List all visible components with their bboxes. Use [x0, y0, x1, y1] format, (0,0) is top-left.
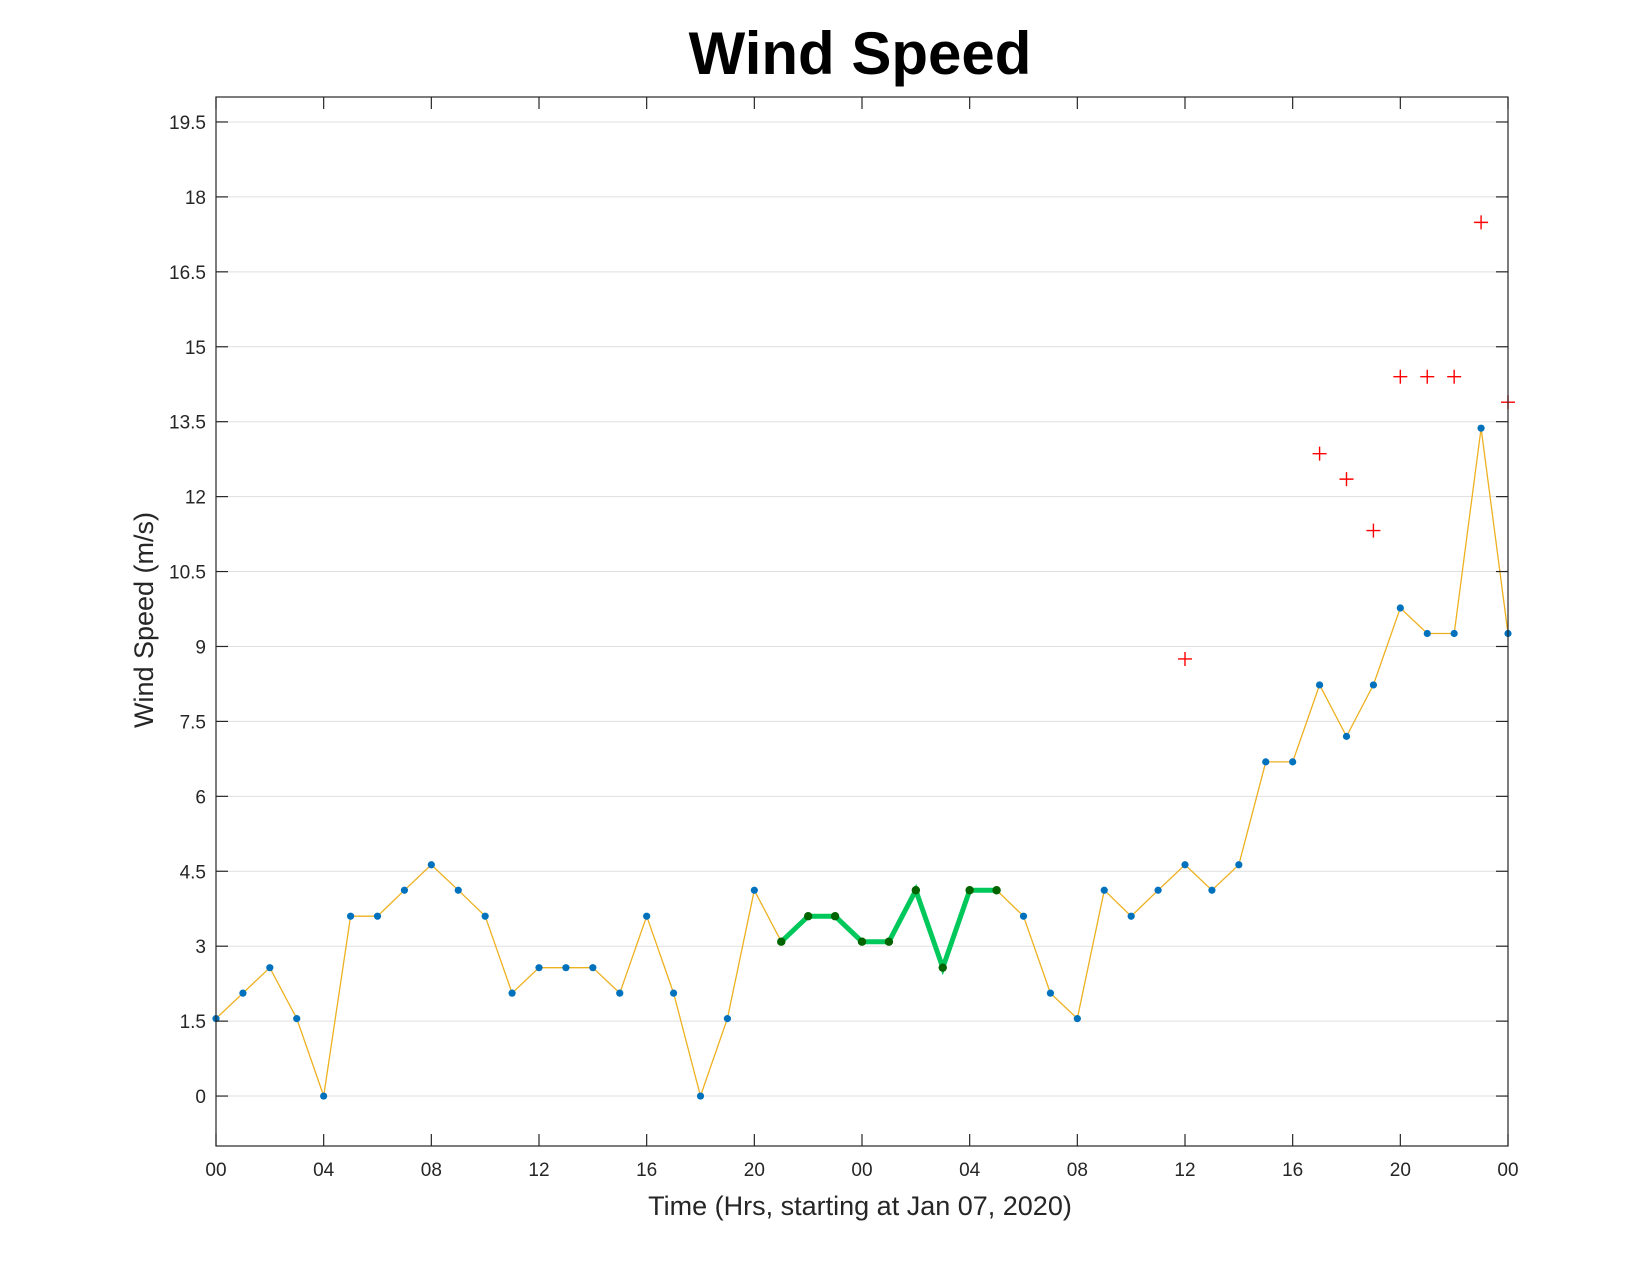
x-tick-label: 00 [1497, 1160, 1518, 1181]
highlight-point [938, 963, 947, 972]
plus-marker [1393, 369, 1408, 384]
x-tick-label: 12 [528, 1160, 549, 1181]
data-point [1289, 758, 1297, 766]
data-point [1208, 886, 1216, 894]
data-point [616, 989, 624, 997]
x-tick-label: 20 [744, 1160, 765, 1181]
data-point [1127, 912, 1135, 920]
data-point [1450, 629, 1458, 638]
data-point [1046, 989, 1055, 997]
data-point [481, 912, 489, 920]
y-tick-label: 15 [185, 338, 206, 359]
highlight-line [779, 883, 997, 976]
data-point [1019, 912, 1028, 920]
data-point [562, 964, 570, 972]
series-0 [212, 424, 1512, 1100]
data-point [723, 1015, 732, 1023]
highlight-point [965, 886, 974, 895]
y-axis-label: Wind Speed (m/s) [129, 512, 159, 728]
y-tick-label: 13.5 [169, 413, 206, 434]
data-point [1315, 681, 1324, 689]
plus-marker [1420, 369, 1435, 384]
y-tick-label: 3 [195, 937, 206, 958]
y-tick-label: 6 [195, 787, 206, 808]
plus-marker [1178, 651, 1192, 666]
data-point [1396, 604, 1404, 612]
y-tick-label: 12 [185, 488, 206, 509]
data-point [1181, 861, 1189, 869]
x-tick-label: 08 [421, 1160, 442, 1181]
axes-frame [215, 96, 1509, 1147]
y-tick-label: 1.5 [180, 1012, 206, 1033]
plus-marker [1366, 523, 1381, 538]
data-point [239, 989, 247, 997]
y-tick-label: 16.5 [169, 263, 206, 284]
wind-speed-line [215, 428, 1509, 1099]
data-point [1235, 861, 1243, 869]
data-point [1262, 758, 1270, 766]
data-point [1423, 629, 1431, 638]
data-point [320, 1092, 328, 1100]
series-2 [1178, 215, 1515, 666]
highlight-point [884, 937, 894, 946]
plus-marker [1447, 369, 1462, 384]
data-point [1369, 681, 1378, 689]
data-point [293, 1015, 301, 1023]
data-point [1477, 424, 1485, 432]
data-point [373, 912, 382, 920]
data-point [750, 886, 758, 894]
highlight-point [992, 886, 1001, 895]
data-point [400, 886, 409, 894]
series-1 [777, 883, 1001, 976]
x-axis-label: Time (Hrs, starting at Jan 07, 2020) [648, 1191, 1072, 1221]
y-tick-label: 10.5 [169, 563, 206, 584]
highlight-point [830, 912, 840, 921]
x-tick-label: 20 [1390, 1160, 1411, 1181]
y-tick-label: 4.5 [180, 862, 206, 883]
data-point [427, 861, 435, 869]
highlight-point [911, 886, 921, 895]
data-point [535, 964, 543, 972]
data-point [1073, 1015, 1081, 1023]
y-tick-label: 19.5 [169, 113, 206, 134]
plus-marker [1339, 472, 1354, 487]
highlight-point [803, 912, 813, 921]
data-point [643, 912, 651, 920]
y-tick-label: 7.5 [180, 712, 206, 733]
highlight-point [857, 937, 867, 946]
data-point [1154, 886, 1162, 894]
x-tick-label: 00 [205, 1160, 226, 1181]
axis-ticks: 0 1.5 3 4.5 6 7.5 9 10.5 12 13.5 15 16.5 18 19.5 00 04 0… [169, 97, 1519, 1181]
data-point [589, 964, 597, 972]
data-point [1100, 886, 1108, 894]
grid-lines [216, 121, 1508, 1097]
y-tick-label: 18 [185, 188, 206, 209]
x-tick-label: 16 [636, 1160, 657, 1181]
data-point [1342, 732, 1351, 740]
data-point [266, 964, 274, 972]
x-tick-label: 04 [959, 1160, 981, 1181]
data-point [346, 912, 355, 920]
x-tick-label: 08 [1067, 1160, 1088, 1181]
x-tick-label: 04 [313, 1160, 335, 1181]
x-tick-label: 12 [1174, 1160, 1195, 1181]
plus-marker [1312, 446, 1327, 461]
x-tick-label: 00 [851, 1160, 872, 1181]
data-point [696, 1092, 705, 1100]
plot-area [212, 215, 1515, 1100]
y-tick-label: 9 [195, 637, 206, 658]
data-point [508, 989, 516, 997]
data-point [669, 989, 678, 997]
y-tick-label: 0 [195, 1087, 206, 1108]
data-point [454, 886, 462, 894]
highlight-point [777, 937, 786, 946]
x-tick-label: 16 [1282, 1160, 1303, 1181]
chart-title: Wind Speed [689, 20, 1032, 87]
plus-marker [1474, 215, 1489, 230]
